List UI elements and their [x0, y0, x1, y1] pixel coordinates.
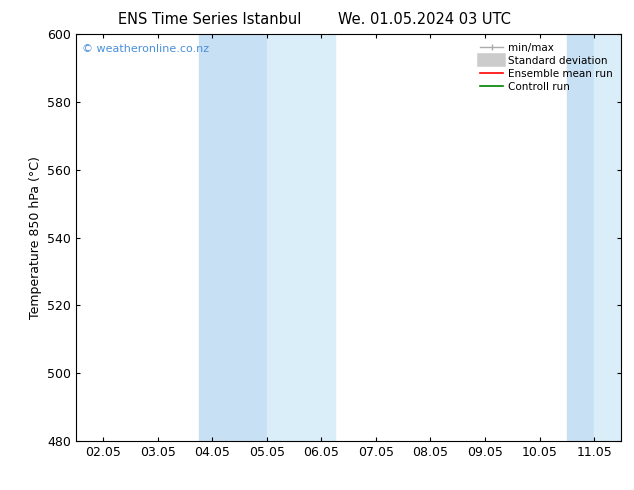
Text: ENS Time Series Istanbul: ENS Time Series Istanbul: [117, 12, 301, 27]
Text: We. 01.05.2024 03 UTC: We. 01.05.2024 03 UTC: [339, 12, 511, 27]
Bar: [198, 34, 267, 441]
Legend: min/max, Standard deviation, Ensemble mean run, Controll run: min/max, Standard deviation, Ensemble me…: [477, 40, 616, 95]
Text: © weatheronline.co.nz: © weatheronline.co.nz: [82, 45, 209, 54]
Bar: [567, 34, 594, 441]
Bar: [594, 34, 621, 441]
Y-axis label: Temperature 850 hPa (°C): Temperature 850 hPa (°C): [29, 156, 42, 319]
Bar: [267, 34, 335, 441]
